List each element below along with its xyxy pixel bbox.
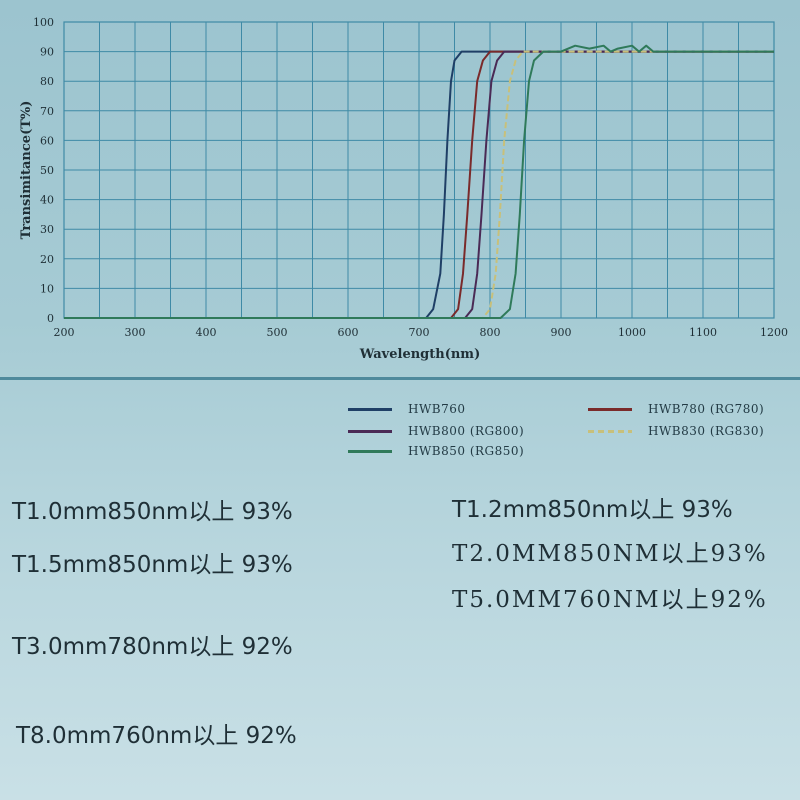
legend-item-hwb780: HWB780 (RG780) — [588, 402, 764, 416]
x-tick-label: 500 — [267, 326, 288, 339]
x-tick-label: 1100 — [689, 326, 717, 339]
x-tick-label: 800 — [480, 326, 501, 339]
y-tick-label: 30 — [40, 223, 54, 236]
y-tick-label: 0 — [47, 312, 54, 325]
x-tick-label: 400 — [196, 326, 217, 339]
transmittance-chart: 200 300 400 500 600 700 800 900 1000 1100 1200 0 10 2… — [19, 16, 788, 362]
x-tick-label: 700 — [409, 326, 430, 339]
x-tick-label: 300 — [125, 326, 146, 339]
chart-series — [64, 44, 774, 319]
y-tick-label: 70 — [40, 105, 54, 118]
spec-t8-0mm: T8.0mm760nm以上 92% — [16, 723, 297, 749]
legend-item-hwb760: HWB760 — [348, 402, 466, 416]
legend-label-hwb850: HWB850 (RG850) — [408, 444, 525, 458]
x-tick-label: 600 — [338, 326, 359, 339]
spec-t1-2mm: T1.2mm850nm以上 93% — [452, 497, 733, 523]
y-tick-label: 50 — [40, 164, 54, 177]
x-axis-label: Wavelength(nm) — [359, 347, 480, 362]
chart-legend: HWB760 HWB780 (RG780) HWB800 (RG800) HWB… — [0, 398, 800, 462]
x-tick-label: 1000 — [618, 326, 646, 339]
series-line-hwb850 — [64, 44, 774, 319]
legend-label-hwb760: HWB760 — [408, 402, 466, 416]
x-tick-label: 900 — [551, 326, 572, 339]
chart-tick-labels: 200 300 400 500 600 700 800 900 1000 1100 1200 0 10 2… — [33, 16, 788, 339]
legend-swatch-hwb850 — [348, 449, 392, 453]
y-tick-label: 80 — [40, 75, 54, 88]
series-line-hwb830 — [64, 50, 774, 319]
series-line-hwb780 — [64, 50, 774, 319]
section-divider — [0, 377, 800, 380]
x-tick-label: 200 — [54, 326, 75, 339]
spec-t5-0mm: T5.0MM760NM以上92% — [452, 587, 768, 613]
chart-grid — [63, 21, 775, 319]
legend-label-hwb800: HWB800 (RG800) — [408, 424, 525, 438]
x-tick-label: 1200 — [760, 326, 788, 339]
spec-t1-5mm: T1.5mm850nm以上 93% — [12, 552, 293, 578]
legend-swatch-hwb800 — [348, 429, 392, 433]
legend-swatch-hwb780 — [588, 407, 632, 411]
series-line-hwb760 — [64, 50, 774, 319]
legend-label-hwb830: HWB830 (RG830) — [648, 424, 765, 438]
spec-t1-0mm: T1.0mm850nm以上 93% — [12, 499, 293, 525]
y-tick-label: 20 — [40, 253, 54, 266]
legend-label-hwb780: HWB780 (RG780) — [648, 402, 765, 416]
legend-swatch-hwb830 — [588, 429, 632, 433]
y-tick-label: 10 — [40, 282, 54, 295]
y-tick-label: 40 — [40, 194, 54, 207]
legend-swatch-hwb760 — [348, 407, 392, 411]
spec-t3-0mm: T3.0mm780nm以上 92% — [12, 634, 293, 660]
spec-t2-0mm: T2.0MM850NM以上93% — [452, 541, 768, 567]
legend-item-hwb800: HWB800 (RG800) — [348, 424, 524, 438]
series-line-hwb800 — [64, 50, 774, 319]
y-tick-label: 90 — [40, 46, 54, 59]
y-tick-label: 60 — [40, 134, 54, 147]
legend-item-hwb850: HWB850 (RG850) — [348, 444, 524, 458]
y-axis-label: Transimitance(T%) — [19, 101, 34, 240]
y-tick-label: 100 — [33, 16, 54, 29]
legend-item-hwb830: HWB830 (RG830) — [588, 424, 764, 438]
